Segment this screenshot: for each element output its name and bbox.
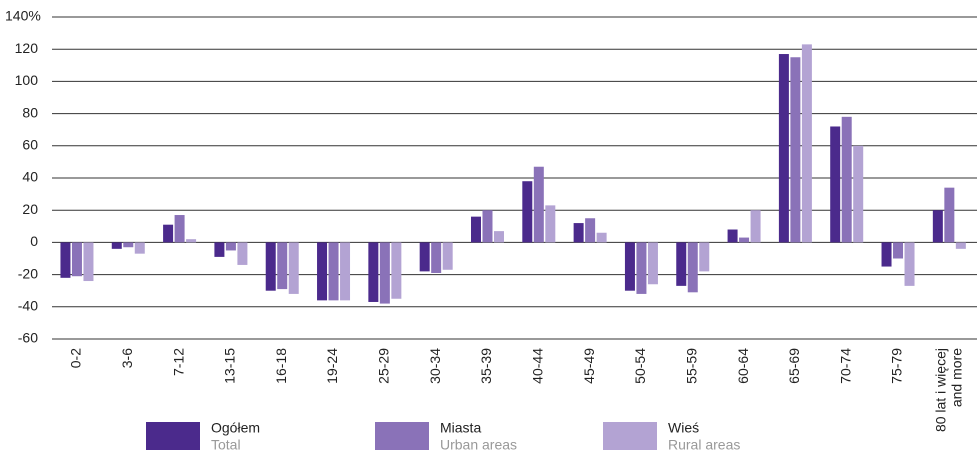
x-tick-label: 75-79 xyxy=(889,348,905,384)
bar xyxy=(391,242,402,299)
bar xyxy=(71,242,82,277)
bar xyxy=(368,242,379,302)
bar xyxy=(636,242,647,294)
bar xyxy=(431,242,442,273)
bar xyxy=(841,116,852,243)
bar xyxy=(853,145,864,243)
bar xyxy=(442,242,453,270)
bar xyxy=(83,242,94,282)
x-tick-label: 65-69 xyxy=(786,348,802,384)
bar xyxy=(163,224,174,243)
bar xyxy=(328,242,339,301)
bar xyxy=(647,242,658,285)
y-tick-label: 120 xyxy=(15,40,39,56)
bar xyxy=(585,218,596,243)
x-tick-label: 80 lat i więcejand more xyxy=(932,348,964,432)
legend-swatch xyxy=(375,422,429,450)
bar xyxy=(288,242,299,294)
y-tick-label: 60 xyxy=(22,137,38,153)
x-tick-label: 50-54 xyxy=(632,348,648,384)
x-tick-label: 35-39 xyxy=(478,348,494,384)
bar xyxy=(778,54,789,243)
y-tick-label: 80 xyxy=(22,104,38,120)
y-tick-label: -60 xyxy=(18,330,38,346)
bar xyxy=(955,242,966,249)
bar xyxy=(750,210,761,243)
bar xyxy=(727,229,738,243)
bar xyxy=(186,239,197,243)
bar xyxy=(893,242,904,259)
x-tick-label: 7-12 xyxy=(170,348,186,376)
bar xyxy=(801,44,812,243)
x-tick-label: 30-34 xyxy=(427,348,443,384)
bar xyxy=(214,242,225,257)
bar xyxy=(932,210,943,243)
x-tick-label: 45-49 xyxy=(581,348,597,384)
bar xyxy=(340,242,351,301)
bar xyxy=(277,242,288,290)
bar xyxy=(533,166,544,243)
x-tick-label: 16-18 xyxy=(273,348,289,384)
bar xyxy=(265,242,276,291)
legend-label: Miasta xyxy=(440,420,481,436)
bar xyxy=(470,216,481,243)
bar xyxy=(596,232,607,243)
x-tick-label: 0-2 xyxy=(68,348,84,368)
y-tick-label: 140% xyxy=(5,8,41,24)
bar xyxy=(830,126,841,243)
bar xyxy=(790,57,801,243)
bar xyxy=(739,237,750,243)
bar xyxy=(419,242,430,272)
bar xyxy=(225,242,236,251)
bar xyxy=(60,242,71,278)
bar xyxy=(317,242,328,301)
y-tick-label: 40 xyxy=(22,169,38,185)
y-tick-label: -20 xyxy=(18,265,38,281)
y-tick-label: -40 xyxy=(18,298,38,314)
y-tick-label: 20 xyxy=(22,201,38,217)
x-tick-label: 13-15 xyxy=(222,348,238,384)
bar xyxy=(123,242,134,248)
legend-swatch xyxy=(146,422,200,450)
x-tick-label: 3-6 xyxy=(119,348,135,368)
bar xyxy=(676,242,687,286)
x-tick-label: 55-59 xyxy=(683,348,699,384)
legend-label: Ogółem xyxy=(211,420,260,436)
bar xyxy=(111,242,122,249)
bar xyxy=(687,242,698,293)
bar xyxy=(624,242,635,291)
bar xyxy=(881,242,892,267)
legend-sublabel: Rural areas xyxy=(668,437,740,453)
x-tick-label: 60-64 xyxy=(735,348,751,384)
bar xyxy=(573,223,584,243)
bar xyxy=(699,242,710,272)
bar xyxy=(379,242,390,304)
x-tick-label: 19-24 xyxy=(324,348,340,384)
bar xyxy=(545,205,556,243)
legend-sublabel: Total xyxy=(211,437,241,453)
bar xyxy=(522,181,533,243)
bar xyxy=(493,231,504,243)
bar xyxy=(174,215,185,243)
bar xyxy=(134,242,145,254)
x-tick-label: 25-29 xyxy=(376,348,392,384)
bar xyxy=(482,210,493,243)
y-tick-label: 0 xyxy=(30,233,38,249)
bar xyxy=(944,187,955,243)
legend-label: Wieś xyxy=(668,420,699,436)
x-tick-label: 40-44 xyxy=(530,348,546,384)
legend-sublabel: Urban areas xyxy=(440,437,517,453)
y-tick-label: 100 xyxy=(15,72,39,88)
legend-swatch xyxy=(603,422,657,450)
x-tick-label: 70-74 xyxy=(837,348,853,384)
bar xyxy=(237,242,248,265)
bar xyxy=(904,242,915,286)
